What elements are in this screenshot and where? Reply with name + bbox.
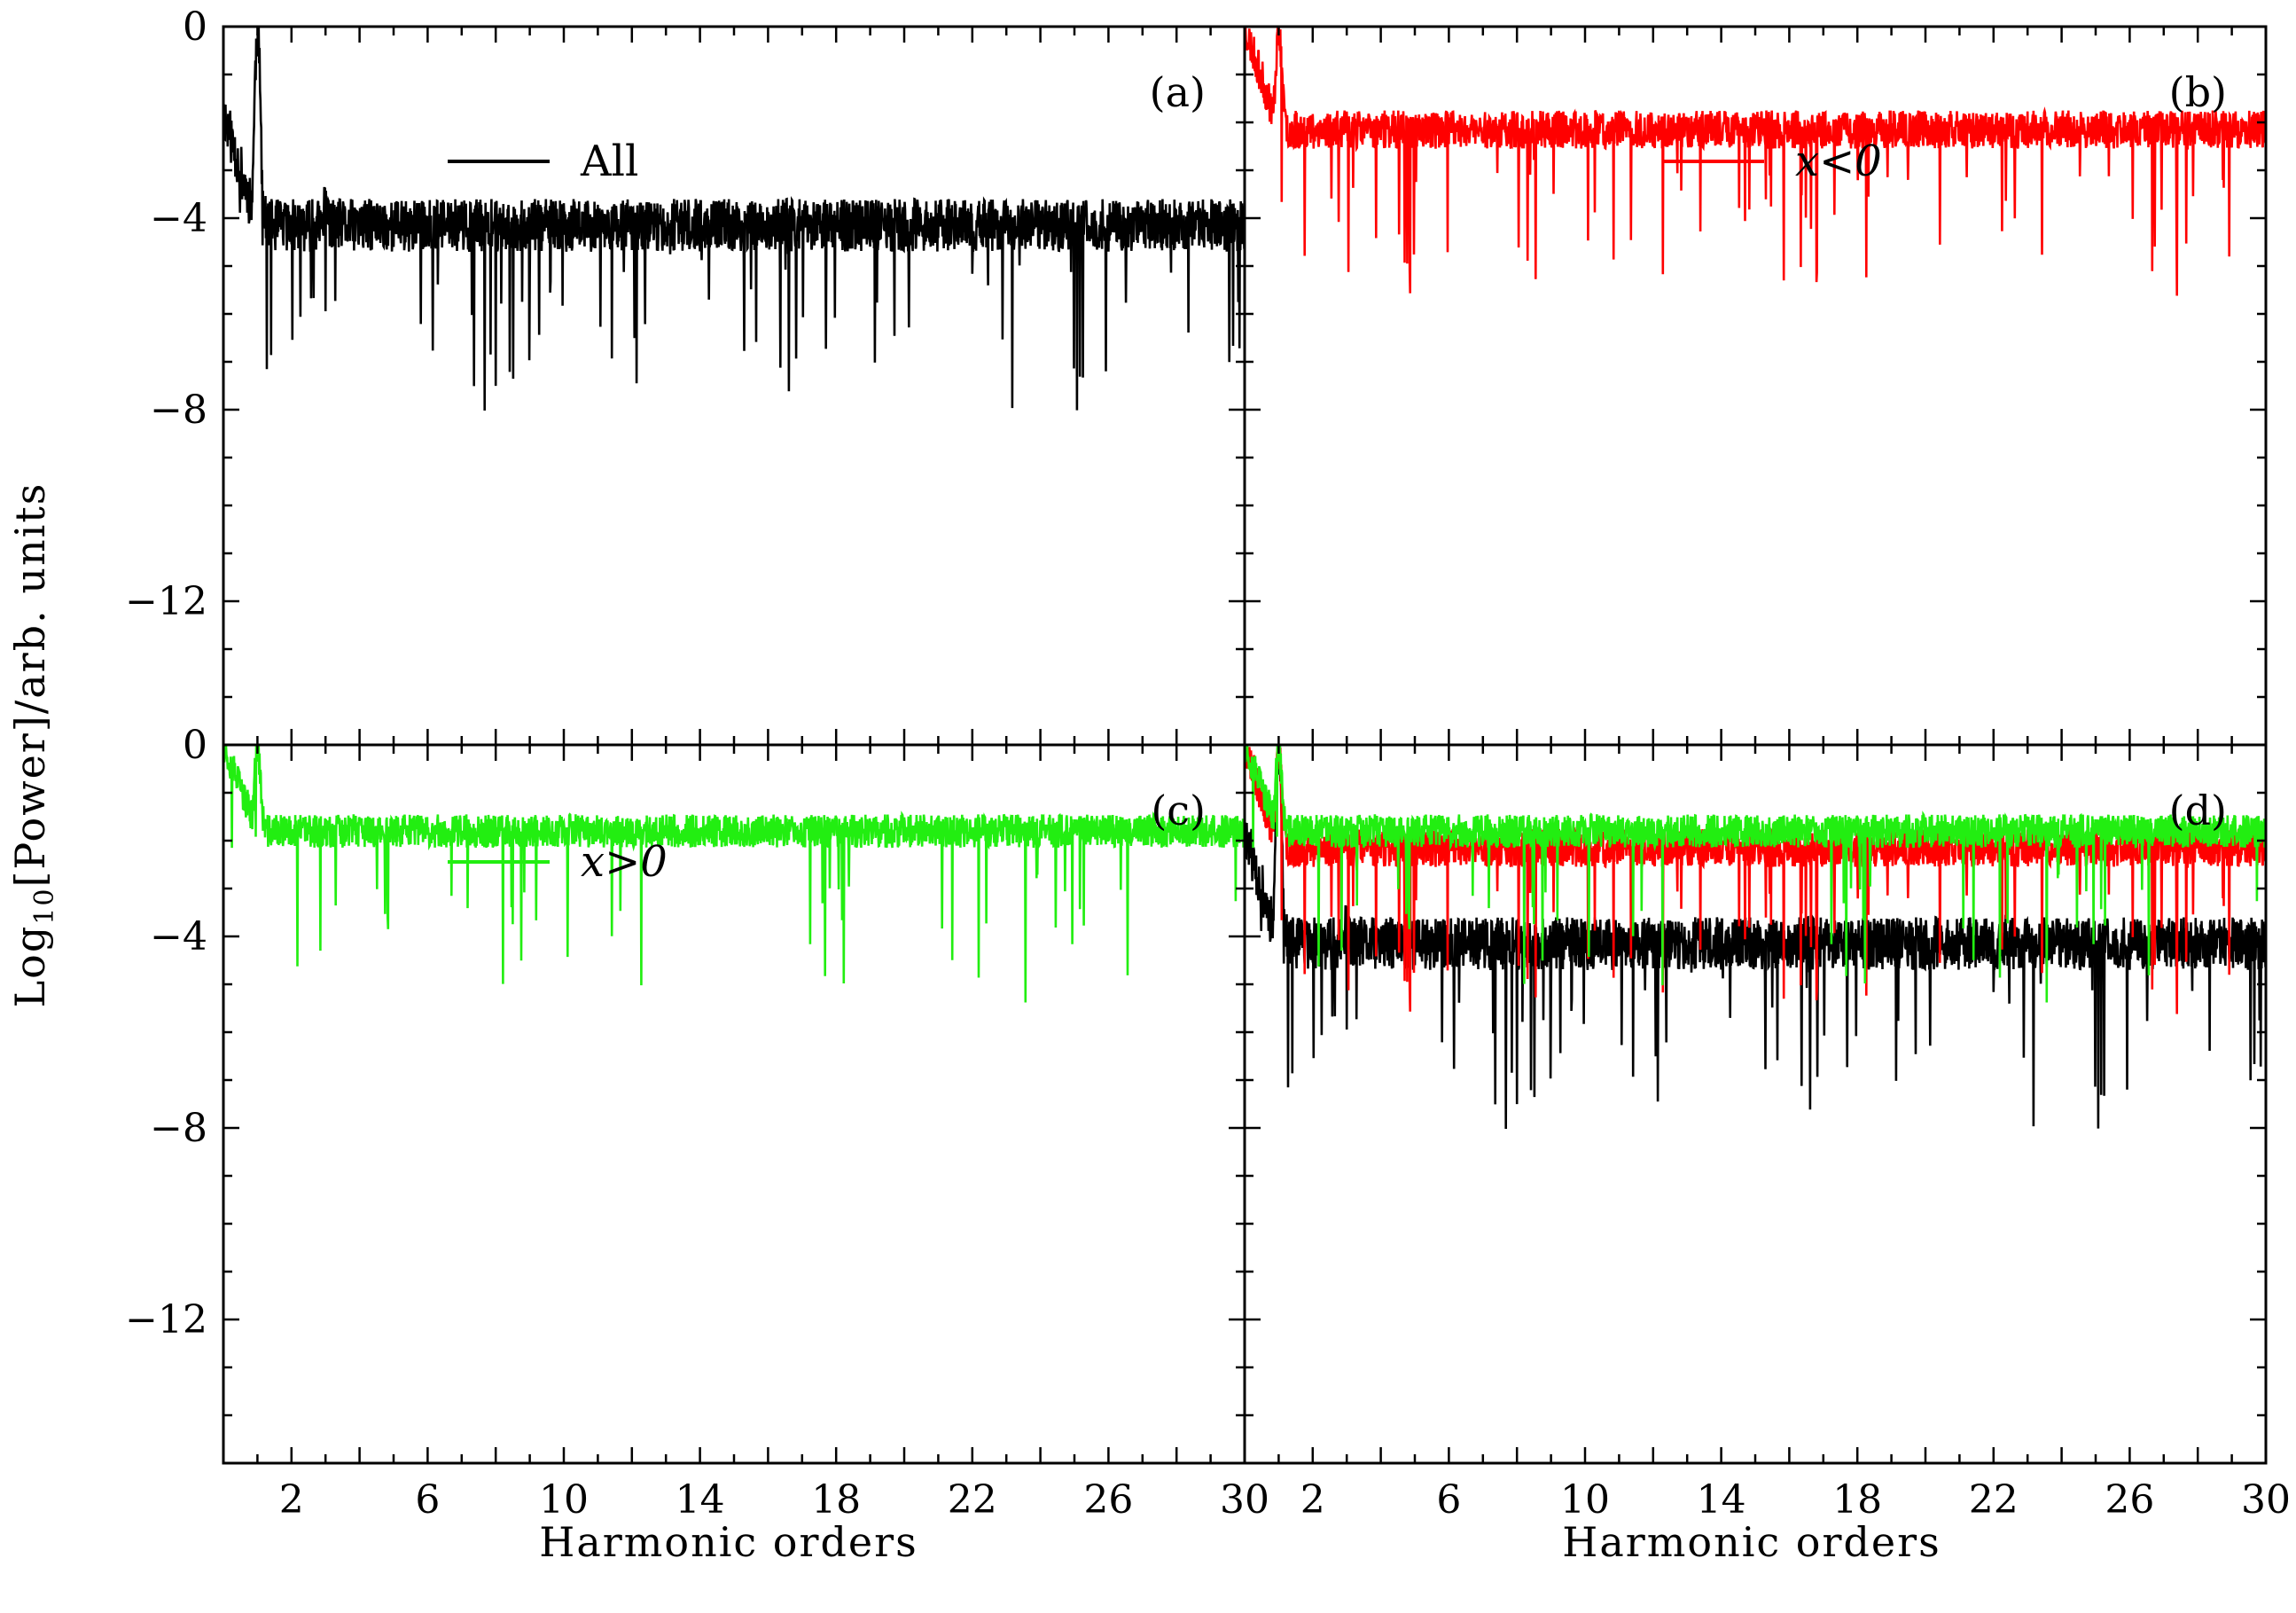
y-tick-label: −12 (125, 1297, 207, 1343)
x-tick-label: 2 (279, 1477, 304, 1523)
y-tick-label: −12 (125, 579, 207, 624)
y-axis-title: Log10[Power]/arb. units (6, 482, 60, 1008)
x-tick-label: 22 (1969, 1477, 2019, 1523)
legend-a-label: All (580, 137, 638, 186)
x-tick-label: 6 (1436, 1477, 1461, 1523)
y-tick-label: −8 (150, 1106, 207, 1151)
series-line-xlt0 (1245, 27, 2266, 296)
x-axis-title-left: Harmonic orders (539, 1518, 918, 1566)
y-tick-label: −4 (150, 196, 207, 241)
y-axis-title-rest: [Power]/arb. units (6, 482, 54, 888)
panels: 0−4−8−12(a) (b)2 6 10 14 18 22 26 300−4−8−12(c)2… (125, 4, 2291, 1523)
y-axis-title-sub: 10 (29, 888, 60, 925)
y-tick-label: −8 (150, 388, 207, 433)
legend-b-label: x<0 (1795, 137, 1882, 186)
series-line-all (223, 27, 1245, 411)
panel-label: (a) (1150, 68, 1206, 116)
legend-c-label: x>0 (581, 837, 668, 887)
series-line-xgt0 (1245, 745, 2266, 1003)
legend-a: All (448, 137, 638, 186)
x-tick-label: 18 (1832, 1477, 1882, 1523)
series-line-all (1245, 745, 2266, 1130)
y-axis-title-main: Log (6, 925, 54, 1008)
x-tick-label: 26 (2105, 1477, 2154, 1523)
x-tick-label: 18 (811, 1477, 861, 1523)
x-tick-label: 30 (2241, 1477, 2291, 1523)
x-tick-label: 2 (1300, 1477, 1325, 1523)
x-tick-label: 6 (415, 1477, 440, 1523)
panel-label: (c) (1151, 787, 1206, 834)
plot-frame (222, 25, 1246, 747)
x-tick-label: 22 (948, 1477, 997, 1523)
legend-b: x<0 (1662, 137, 1882, 186)
panel-label: (d) (2169, 787, 2227, 834)
y-tick-label: 0 (183, 4, 207, 50)
panel-label: (b) (2169, 68, 2227, 116)
panel-d: 2 6 10 14 18 22 26 30(d) (1243, 743, 2291, 1523)
x-tick-label: 10 (539, 1477, 589, 1523)
y-tick-label: 0 (183, 723, 207, 768)
series-line-xgt0 (223, 745, 1245, 1003)
panel-c: 2 6 10 14 18 22 26 300−4−8−12(c) (125, 723, 1269, 1523)
x-tick-label: 30 (1220, 1477, 1269, 1523)
y-tick-label: −4 (150, 914, 207, 959)
x-tick-label: 10 (1560, 1477, 1610, 1523)
x-axis-title-right: Harmonic orders (1562, 1518, 1941, 1566)
x-tick-label: 14 (1697, 1477, 1746, 1523)
x-tick-label: 26 (1083, 1477, 1133, 1523)
panel-a: 0 −4 −8 −12 (a) (125, 4, 1246, 747)
legend-c: x>0 (448, 837, 668, 887)
x-tick-label: 14 (676, 1477, 725, 1523)
panel-b: (b) (1243, 25, 2268, 747)
